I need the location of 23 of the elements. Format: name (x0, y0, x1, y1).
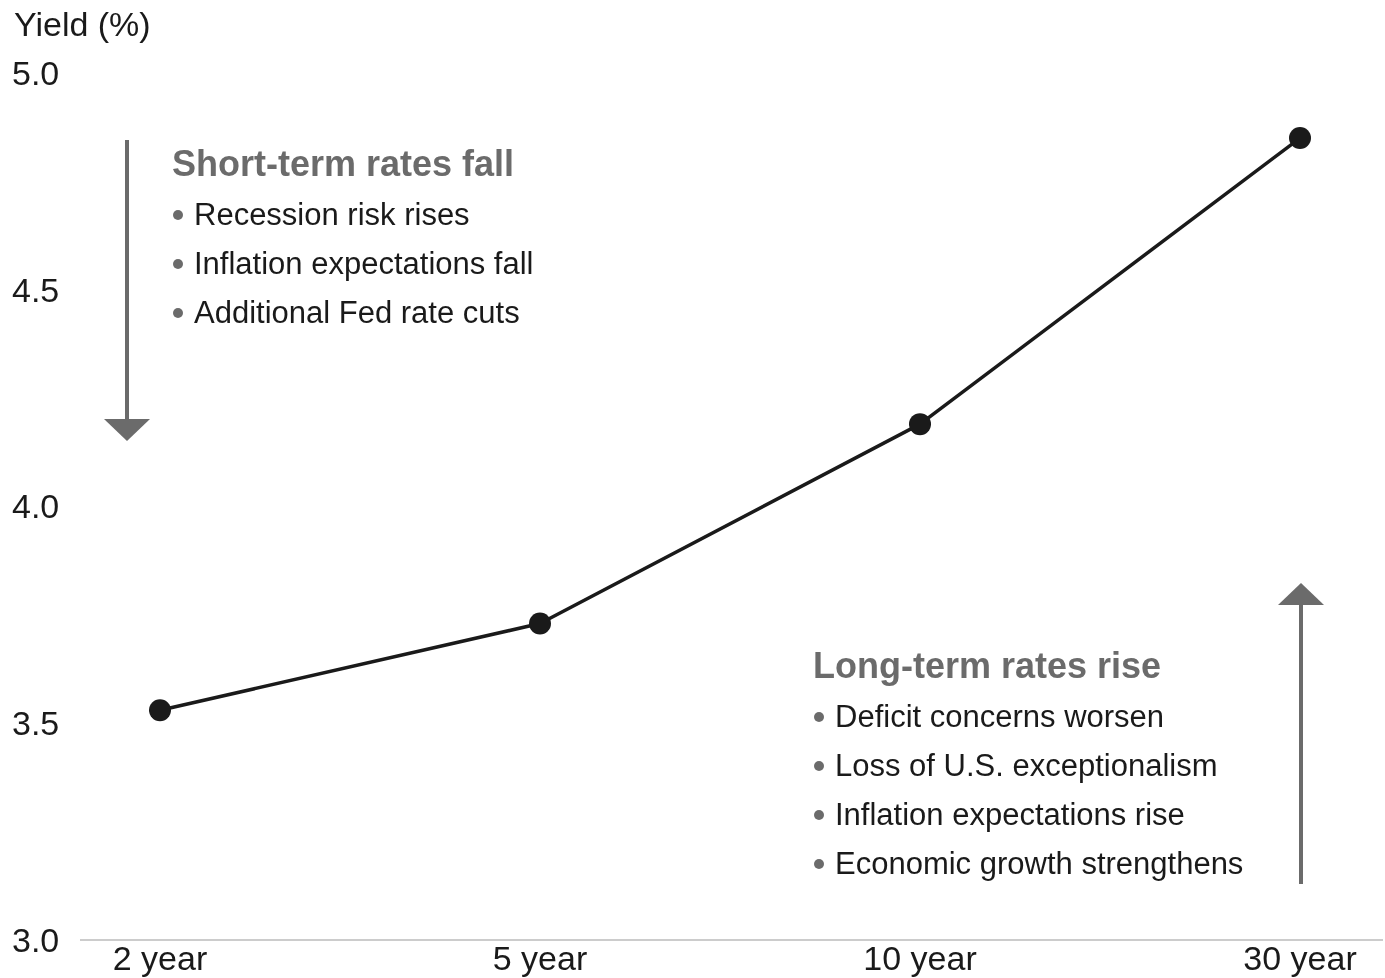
annotation: Inflation expectations rise (835, 797, 1185, 832)
annotation: Economic growth strengthens (835, 846, 1244, 881)
annotation: Additional Fed rate cuts (194, 295, 520, 330)
annotation: Short-term rates fall (172, 143, 515, 184)
y-tick-label: 4.0 (12, 487, 60, 526)
x-tick-label: 5 year (492, 939, 588, 977)
annotation: Inflation expectations fall (194, 246, 534, 281)
annotation: Loss of U.S. exceptionalism (835, 748, 1218, 783)
y-tick-label: 4.5 (12, 270, 60, 309)
y-tick-label: 3.0 (12, 920, 60, 959)
x-tick-label: 10 year (863, 939, 977, 977)
annotation: Long-term rates rise (813, 645, 1162, 686)
point (909, 413, 931, 436)
point (149, 699, 171, 722)
point (1289, 127, 1311, 150)
y-tick-label: 5.0 (12, 53, 60, 92)
y-tick-label: 3.5 (12, 704, 60, 743)
x-tick-label: 2 year (112, 939, 208, 977)
annotation: Deficit concerns worsen (835, 699, 1165, 734)
point (529, 612, 551, 635)
annotation: Recession risk rises (194, 197, 470, 232)
x-tick-label: 30 year (1243, 939, 1357, 977)
y-axis-title: Yield (%) (14, 5, 151, 43)
